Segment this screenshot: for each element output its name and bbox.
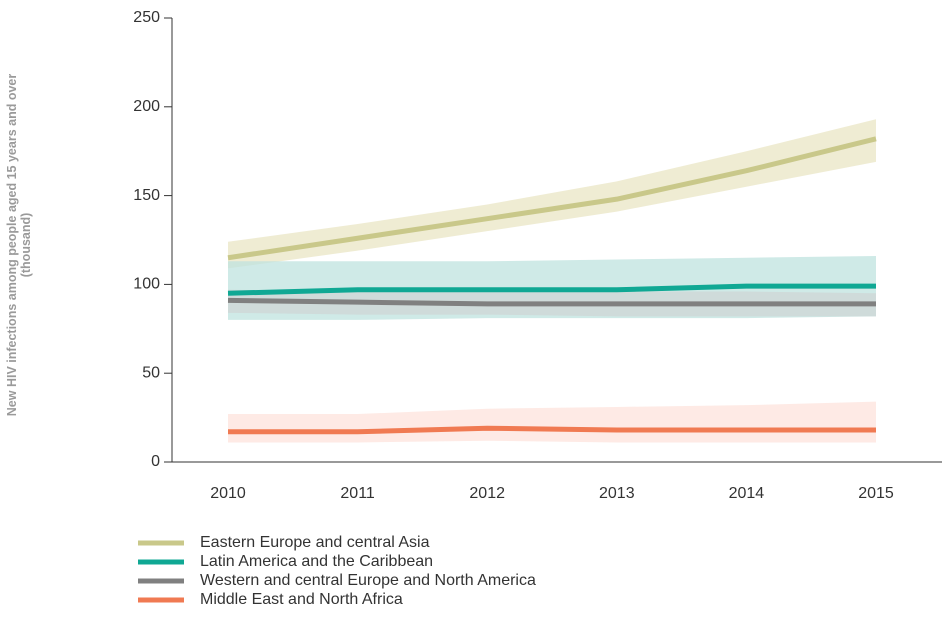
- legend-label-1: Latin America and the Caribbean: [200, 553, 433, 570]
- x-tick-label: 2013: [599, 485, 635, 502]
- series-line-3: [228, 425, 876, 435]
- y-tick-label: 50: [142, 364, 160, 381]
- y-tick-label: 100: [133, 276, 160, 293]
- x-tick-label: 2014: [729, 485, 765, 502]
- x-tick-label: 2015: [858, 485, 894, 502]
- series-lines: [227, 136, 877, 435]
- y-axis-label: New HIV infections among people aged 15 …: [5, 74, 33, 417]
- series-line-0: [227, 136, 877, 261]
- legend-label-3: Middle East and North Africa: [200, 591, 403, 608]
- confidence-bands: [228, 119, 876, 443]
- series-line-1: [227, 283, 876, 296]
- legend-label-0: Eastern Europe and central Asia: [200, 534, 430, 551]
- legend: Eastern Europe and central Asia Latin Ame…: [138, 534, 536, 608]
- y-tick-label: 250: [133, 9, 160, 26]
- x-tick-label: 2011: [340, 485, 375, 502]
- legend-label-2: Western and central Europe and North Ame…: [200, 572, 536, 589]
- y-tick-label: 200: [133, 98, 160, 115]
- x-tick-label: 2012: [469, 485, 505, 502]
- y-axis-label-line1: New HIV infections among people aged 15 …: [5, 74, 19, 417]
- x-tick-label: 2010: [210, 485, 246, 502]
- y-axis-label-line2: (thousand): [19, 213, 33, 278]
- axes: 0 50 100 150 200 250 2010 2011 2012 2013 2014 2015: [133, 9, 942, 502]
- confidence-band-3: [228, 401, 876, 443]
- y-tick-label: 150: [133, 187, 160, 204]
- y-tick-label: 0: [151, 453, 160, 470]
- series-line-2: [227, 297, 876, 307]
- confidence-band-0: [228, 119, 876, 269]
